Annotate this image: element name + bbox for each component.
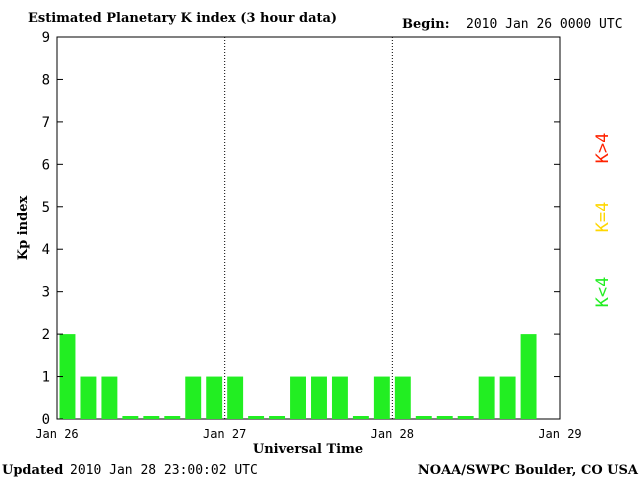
kp-bar — [80, 376, 97, 419]
kp-bar — [352, 416, 369, 419]
kp-bar — [248, 416, 265, 419]
chart-title: Estimated Planetary K index (3 hour data… — [28, 11, 337, 26]
y-tick-label: 1 — [42, 370, 50, 386]
kp-bar — [122, 416, 139, 419]
x-tick-label: Jan 26 — [35, 427, 78, 441]
kp-bar — [478, 376, 495, 419]
y-tick-label: 3 — [42, 285, 50, 301]
updated-label: Updated — [2, 463, 63, 478]
kp-bar — [269, 416, 286, 419]
y-tick-label: 6 — [42, 157, 50, 173]
source-credit: NOAA/SWPC Boulder, CO USA — [418, 463, 639, 478]
kp-bar — [415, 416, 432, 419]
y-tick-label: 7 — [42, 115, 50, 131]
x-axis: Jan 26 Jan 27 Jan 28 Jan 29 — [35, 427, 581, 441]
kp-bar — [394, 376, 411, 419]
y-axis: 0 1 2 3 4 5 6 7 8 9 — [42, 30, 560, 428]
kp-bar — [59, 334, 76, 419]
x-tick-label: Jan 28 — [371, 427, 414, 441]
updated-value: 2010 Jan 28 23:00:02 UTC — [70, 463, 258, 478]
day-separators — [224, 37, 393, 419]
y-tick-label: 9 — [42, 30, 50, 46]
y-tick-label: 5 — [42, 200, 50, 216]
y-axis-label: Kp index — [16, 196, 31, 261]
x-tick-label: Jan 29 — [538, 427, 581, 441]
kp-bar — [185, 376, 202, 419]
y-tick-label: 2 — [42, 327, 50, 343]
begin-label: Begin: — [402, 17, 450, 32]
kp-bar — [499, 376, 516, 419]
y-tick-label: 8 — [42, 72, 50, 88]
kp-bar — [206, 376, 223, 419]
kp-bar — [457, 416, 474, 419]
kp-bar — [373, 376, 390, 419]
y-tick-label: 0 — [42, 412, 50, 428]
legend-high: K>4 — [593, 133, 613, 164]
bars-group — [59, 334, 537, 419]
kp-bar — [331, 376, 348, 419]
plot-frame — [56, 36, 561, 420]
begin-value: 2010 Jan 26 0000 UTC — [466, 17, 623, 32]
legend-mid: K=4 — [593, 202, 613, 233]
y-tick-label: 4 — [42, 242, 50, 258]
kp-bar — [101, 376, 118, 419]
kp-bar — [164, 416, 181, 419]
kp-bar — [436, 416, 453, 419]
kp-bar — [520, 334, 537, 419]
kp-bar — [290, 376, 306, 419]
kp-bar — [143, 416, 160, 419]
kp-bar — [311, 376, 327, 419]
x-tick-label: Jan 27 — [203, 427, 246, 441]
legend-low: K<4 — [593, 277, 613, 308]
kp-bar — [227, 376, 244, 419]
x-axis-label: Universal Time — [253, 442, 363, 457]
